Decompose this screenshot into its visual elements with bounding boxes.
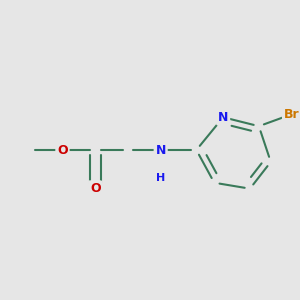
Text: H: H [156, 173, 165, 183]
Text: O: O [90, 182, 101, 195]
Text: N: N [155, 143, 166, 157]
Text: O: O [57, 143, 68, 157]
Text: Br: Br [284, 108, 299, 121]
Text: N: N [218, 111, 228, 124]
